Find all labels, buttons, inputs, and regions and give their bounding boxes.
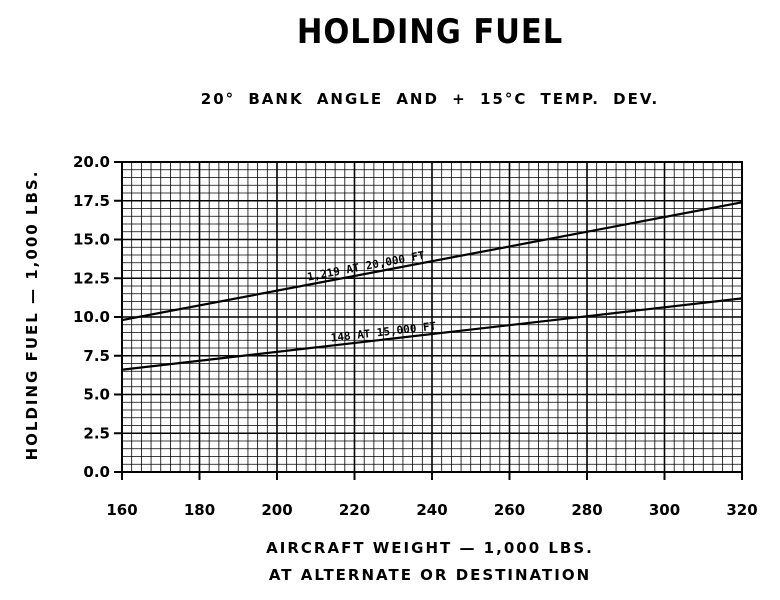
x-axis-label: AIRCRAFT WEIGHT — 1,000 LBS. xyxy=(266,539,594,557)
series-line xyxy=(121,201,743,322)
y-tick-label: 10.0 xyxy=(73,308,110,326)
x-tick-label: 220 xyxy=(339,501,370,519)
y-tick-label: 15.0 xyxy=(73,231,110,249)
y-tick-label: 5.0 xyxy=(83,386,110,404)
chart-ticks: 0.0 2.5 5.0 7.5 10.0 12.5 15.0 17.5 20.0 160 180 20… xyxy=(73,153,758,519)
x-tick-label: 260 xyxy=(494,501,525,519)
x-tick-label: 320 xyxy=(726,501,757,519)
y-axis-label: HOLDING FUEL — 1,000 LBS. xyxy=(23,169,41,461)
chart-grid xyxy=(122,162,742,472)
x-tick-label: 240 xyxy=(416,501,447,519)
chart-subtitle: 20° BANK ANGLE AND + 15°C TEMP. DEV. xyxy=(200,90,660,108)
y-tick-label: 20.0 xyxy=(73,153,110,171)
x-tick-label: 280 xyxy=(571,501,602,519)
chart-title: HOLDING FUEL xyxy=(296,12,564,52)
x-tick-label: 300 xyxy=(649,501,680,519)
x-axis-sublabel: AT ALTERNATE OR DESTINATION xyxy=(268,566,592,584)
x-tick-label: 200 xyxy=(261,501,292,519)
x-tick-label: 180 xyxy=(184,501,215,519)
y-tick-label: 17.5 xyxy=(73,192,110,210)
y-tick-label: 2.5 xyxy=(83,424,110,442)
y-tick-label: 12.5 xyxy=(73,269,110,287)
x-tick-label: 160 xyxy=(106,501,137,519)
y-tick-label: 0.0 xyxy=(83,463,110,481)
series-line xyxy=(121,297,743,371)
y-tick-label: 7.5 xyxy=(83,347,110,365)
